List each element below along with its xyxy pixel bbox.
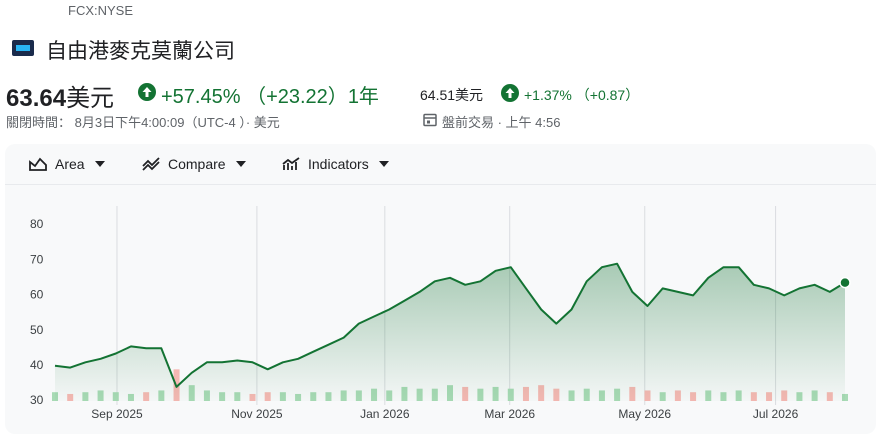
caret: [94, 161, 105, 167]
indicators-button[interactable]: Indicators: [282, 144, 389, 184]
close-time: 關閉時間： 8月3日下午4:00:09（UTC-4 ）· 美元: [6, 115, 280, 130]
y-tick-label: 40: [30, 358, 44, 372]
y-tick-label: 80: [30, 217, 44, 231]
extended-change-percent: +1.37%: [524, 87, 572, 103]
x-tick-label: Jul 2026: [753, 407, 799, 421]
logo: [12, 40, 34, 56]
price-row: 63.64美元: [6, 78, 114, 113]
up-icon: [138, 83, 156, 101]
x-tick-label: Nov 2025: [231, 407, 283, 421]
extended-change-abs: （+0.87）: [575, 87, 640, 103]
caret: [235, 161, 246, 167]
y-tick-label: 60: [30, 288, 44, 302]
indicators-icon: [282, 157, 300, 170]
price: 63.64: [6, 85, 67, 112]
change-abs: （+23.22）: [246, 86, 348, 108]
x-tick-label: May 2026: [618, 407, 671, 421]
chart: Sep 2025 Nov 2025 Jan 2026 Mar 2026 May 2026…: [30, 206, 851, 421]
area-label: Area: [55, 156, 85, 172]
caret: [378, 161, 389, 167]
last-point: [839, 276, 851, 289]
x-tick-label: Mar 2026: [484, 407, 535, 421]
y-tick-label: 30: [30, 393, 44, 407]
y-tick-label: 50: [30, 323, 44, 337]
x-tick-label: Sep 2025: [91, 407, 143, 421]
area-fill: [55, 263, 845, 401]
change: +57.45% （+23.22）1年: [161, 80, 379, 109]
indicators-label: Indicators: [308, 156, 369, 172]
price-line: [54, 262, 846, 388]
company-name: 自由港麥克莫蘭公司: [46, 40, 235, 63]
compare-label: Compare: [168, 156, 226, 172]
extended-price: 64.51美元: [420, 87, 484, 103]
y-tick-label: 70: [30, 252, 44, 266]
toolbar: Area Compare Indicators: [5, 144, 876, 185]
area-button[interactable]: Area: [29, 144, 105, 184]
x-tick-label: Jan 2026: [360, 407, 410, 421]
currency: 美元: [66, 85, 115, 112]
extended-change: +1.37% （+0.87）: [524, 85, 639, 105]
ticker: FCX:NYSE: [68, 3, 134, 18]
compare-button[interactable]: Compare: [142, 144, 246, 184]
calendar-icon: [423, 113, 437, 127]
compare-icon: [142, 157, 160, 171]
change-percent: +57.45%: [161, 86, 241, 108]
extended-label: 盤前交易 · 上午 4:56: [442, 115, 561, 130]
period: 1年: [347, 86, 379, 108]
area-icon: [29, 157, 47, 171]
up-icon: [501, 84, 519, 102]
